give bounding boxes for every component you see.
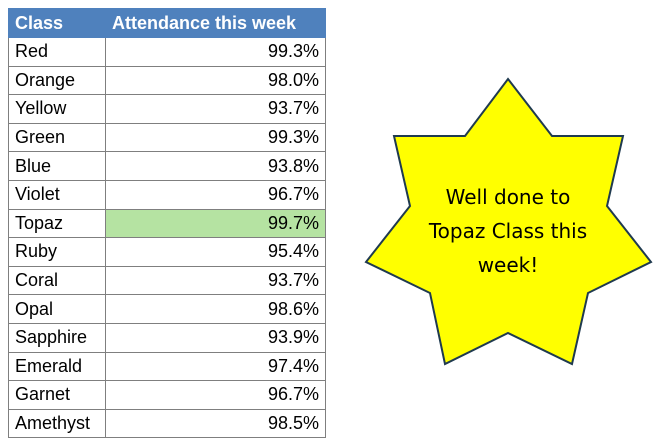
attendance-cell: 93.8% — [105, 151, 326, 181]
header-row: Class Attendance this week — [8, 8, 326, 38]
table-row: Red 99.3% — [8, 37, 326, 67]
table-row: Garnet 96.7% — [8, 380, 326, 410]
star-line: week! — [477, 253, 539, 277]
star-polygon — [364, 77, 653, 366]
header-class: Class — [8, 8, 106, 38]
attendance-cell: 98.6% — [105, 294, 326, 324]
attendance-cell: 99.7% — [105, 208, 326, 239]
attendance-table: Class Attendance this week Red 99.3% Orang… — [8, 8, 326, 439]
attendance-cell: 97.4% — [105, 351, 326, 382]
table-row: Yellow 93.7% — [8, 94, 326, 124]
star-line: Well done to — [445, 185, 571, 209]
table-row: Emerald 97.4% — [8, 351, 326, 382]
attendance-cell: 93.7% — [105, 94, 326, 124]
header-attendance: Attendance this week — [105, 8, 326, 38]
class-cell: Coral — [8, 265, 106, 296]
star-message: Well done to Topaz Class this week! — [418, 180, 598, 282]
class-cell: Blue — [8, 151, 106, 181]
table-row: Amethyst 98.5% — [8, 408, 326, 439]
class-cell: Opal — [8, 294, 106, 324]
table-row: Green 99.3% — [8, 122, 326, 153]
attendance-cell: 98.5% — [105, 408, 326, 439]
table-row: Coral 93.7% — [8, 265, 326, 296]
class-cell: Violet — [8, 179, 106, 210]
attendance-cell: 96.7% — [105, 179, 326, 210]
table-row: Orange 98.0% — [8, 65, 326, 96]
class-cell: Topaz — [8, 208, 106, 239]
class-cell: Green — [8, 122, 106, 153]
table-row: Blue 93.8% — [8, 151, 326, 181]
attendance-cell: 99.3% — [105, 37, 326, 67]
table-row: Ruby 95.4% — [8, 237, 326, 267]
attendance-cell: 93.7% — [105, 265, 326, 296]
attendance-cell: 96.7% — [105, 380, 326, 410]
class-cell: Garnet — [8, 380, 106, 410]
class-cell: Red — [8, 37, 106, 67]
attendance-cell: 99.3% — [105, 122, 326, 153]
table-row: Topaz 99.7% — [8, 208, 326, 239]
table-row: Opal 98.6% — [8, 294, 326, 324]
class-cell: Ruby — [8, 237, 106, 267]
table-row: Violet 96.7% — [8, 179, 326, 210]
attendance-cell: 98.0% — [105, 65, 326, 96]
class-cell: Yellow — [8, 94, 106, 124]
star-line: Topaz Class this — [428, 219, 588, 243]
